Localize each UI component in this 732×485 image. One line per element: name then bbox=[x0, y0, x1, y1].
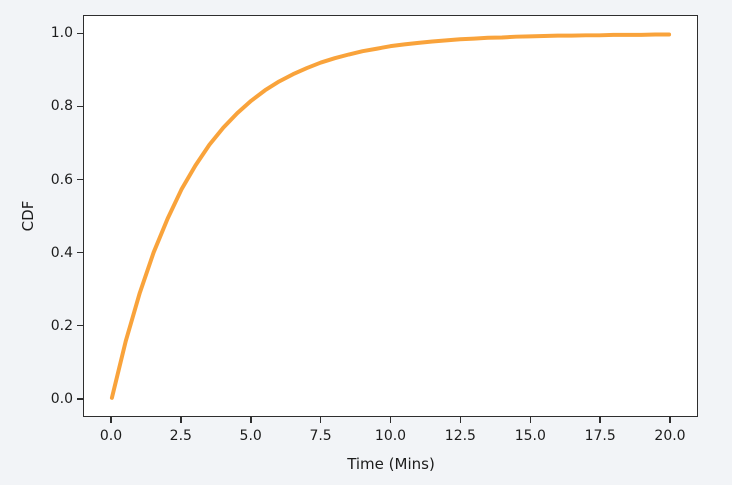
y-tick-label: 0.8 bbox=[50, 98, 73, 115]
x-tick-mark bbox=[529, 417, 531, 423]
x-axis-title: Time (Mins) bbox=[347, 455, 435, 473]
x-tick-label: 5.0 bbox=[239, 428, 262, 444]
y-tick-label: 0.0 bbox=[50, 390, 73, 407]
x-tick-mark bbox=[319, 417, 322, 423]
x-tick-label: 0.0 bbox=[99, 428, 123, 444]
cdf-curve-line bbox=[109, 32, 672, 400]
x-tick-mark bbox=[180, 417, 182, 423]
x-tick-label: 7.5 bbox=[309, 428, 332, 444]
y-tick-label: 1.0 bbox=[50, 25, 73, 42]
x-tick-mark bbox=[669, 417, 671, 423]
x-tick-mark bbox=[389, 417, 392, 423]
x-tick-mark bbox=[599, 417, 601, 423]
y-axis-title: CDF bbox=[19, 200, 37, 232]
x-tick-label: 17.5 bbox=[584, 428, 616, 444]
x-tick-label: 20.0 bbox=[654, 428, 686, 444]
y-tick-label: 0.4 bbox=[50, 244, 73, 261]
x-tick-label: 2.5 bbox=[169, 428, 192, 444]
x-tick-label: 12.5 bbox=[444, 428, 476, 444]
x-tick-mark bbox=[459, 417, 462, 423]
y-tick-label: 0.2 bbox=[50, 317, 73, 334]
x-tick-label: 15.0 bbox=[514, 428, 546, 444]
x-tick-label: 10.0 bbox=[374, 428, 407, 444]
x-tick-mark bbox=[250, 417, 252, 423]
x-tick-mark bbox=[110, 417, 112, 423]
y-tick-label: 0.6 bbox=[50, 171, 73, 188]
plot-area bbox=[83, 15, 698, 417]
cdf-curve bbox=[109, 32, 672, 400]
